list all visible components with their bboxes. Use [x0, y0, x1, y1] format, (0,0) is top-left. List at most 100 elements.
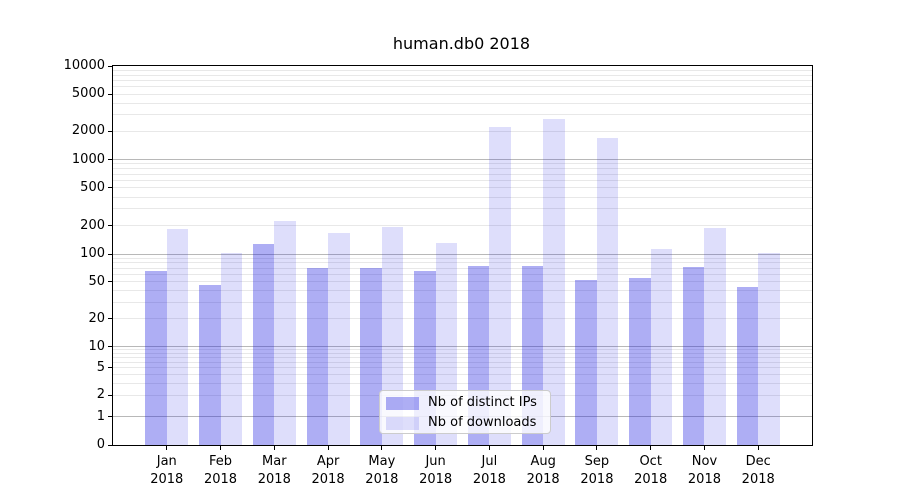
x-tick-month: Oct	[639, 454, 662, 469]
gridline-minor-600	[113, 179, 812, 181]
bar-downloads-apr	[328, 232, 350, 445]
y-tick-mark-500	[108, 187, 112, 189]
y-tick-mark-1	[108, 416, 112, 417]
bar-downloads-jan	[166, 228, 189, 445]
x-tick-year: 2018	[526, 472, 560, 487]
x-tick-label-oct: Oct 2018	[621, 453, 681, 489]
x-tick-year: 2018	[580, 472, 614, 487]
gridline-minor-6000	[113, 86, 812, 88]
x-tick-year: 2018	[634, 472, 668, 487]
y-tick-label-0: 0	[96, 437, 105, 452]
legend: Nb of distinct IPs Nb of downloads	[379, 390, 551, 434]
bar-downloads-feb	[220, 253, 243, 445]
chart-title: human.db0 2018	[392, 34, 531, 53]
x-tick-month: Jul	[481, 454, 498, 469]
y-tick-mark-5	[108, 367, 112, 369]
x-tick-label-may: May 2018	[352, 453, 412, 489]
y-tick-label-1000: 1000	[71, 151, 105, 167]
x-tick-year: 2018	[203, 472, 238, 487]
bar-downloads-mar	[274, 220, 296, 445]
bar-distinct-ips-nov	[682, 267, 705, 445]
y-tick-label-1: 1	[96, 408, 105, 424]
x-tick-year: 2018	[311, 472, 345, 487]
y-tick-label-10000: 10000	[63, 58, 105, 73]
legend-item-distinct-ips: Nb of distinct IPs	[386, 393, 550, 413]
x-tick-year: 2018	[257, 472, 291, 487]
y-tick-label-2: 2	[96, 387, 105, 403]
x-tick-label-jan: Jan 2018	[137, 453, 197, 489]
y-tick-label-100: 100	[80, 246, 105, 261]
gridline-minor-3000	[113, 114, 812, 116]
plot-area: 0 1 2 5 10 20 50 100 200 500 1000 2000 5000 10000 Jan 2…	[64, 58, 813, 487]
bar-downloads-nov	[704, 227, 726, 445]
y-tick-label-2000: 2000	[71, 123, 105, 139]
gridline-minor-5000	[113, 93, 812, 95]
x-tick-mark-sep	[596, 446, 598, 450]
x-tick-mark-nov	[703, 446, 705, 450]
bar-distinct-ips-mar	[252, 243, 275, 445]
y-tick-mark-2000	[108, 130, 112, 132]
x-tick-label-sep: Sep 2018	[567, 453, 627, 489]
x-tick-month: Nov	[691, 454, 718, 469]
bar-downloads-sep	[596, 137, 619, 445]
x-tick-label-dec: Dec 2018	[728, 453, 788, 489]
gridline-major-100	[113, 253, 812, 255]
y-tick-label-500: 500	[80, 179, 105, 195]
bar-downloads-aug	[543, 119, 565, 445]
gridline-minor-30	[113, 301, 812, 303]
y-tick-label-10: 10	[88, 338, 105, 354]
y-tick-mark-0	[108, 444, 112, 446]
x-tick-label-jun: Jun 2018	[406, 453, 466, 489]
x-tick-month: Aug	[530, 454, 556, 469]
y-tick-mark-5000	[108, 93, 112, 95]
x-tick-month: Jun	[425, 454, 446, 469]
x-tick-month: Apr	[316, 454, 340, 469]
x-tick-year: 2018	[365, 472, 399, 487]
bar-downloads-jul	[489, 126, 511, 445]
x-tick-month: Sep	[584, 454, 610, 469]
x-tick-mark-feb	[220, 446, 222, 450]
bar-distinct-ips-sep	[575, 280, 597, 445]
gridline-minor-8	[113, 352, 812, 354]
x-tick-label-apr: Apr 2018	[298, 453, 358, 489]
bar-distinct-ips-jan	[145, 271, 167, 445]
x-tick-mark-jul	[488, 446, 490, 450]
gridline-minor-800	[113, 168, 812, 170]
y-tick-label-5000: 5000	[71, 86, 105, 102]
gridline-minor-7000	[113, 79, 812, 81]
y-tick-mark-1000	[108, 159, 112, 160]
gridline-minor-900	[113, 163, 812, 165]
bar-downloads-dec	[758, 253, 780, 445]
gridline-minor-8000	[113, 74, 812, 76]
gridline-major-1000	[113, 159, 812, 160]
gridline-minor-20	[113, 318, 812, 320]
x-tick-month: Feb	[209, 454, 233, 469]
gridline-minor-80	[113, 262, 812, 264]
x-tick-year: 2018	[419, 472, 453, 487]
y-tick-mark-20	[108, 318, 112, 320]
y-tick-mark-100	[108, 253, 112, 255]
legend-label-downloads: Nb of downloads	[428, 415, 537, 430]
gridline-minor-7	[113, 356, 812, 358]
x-tick-label-mar: Mar 2018	[244, 453, 304, 489]
bar-downloads-oct	[650, 248, 673, 445]
x-tick-month: May	[368, 454, 396, 469]
gridline-minor-700	[113, 173, 812, 175]
legend-swatch-downloads-icon	[386, 416, 419, 430]
x-tick-month: Jan	[156, 454, 177, 469]
x-tick-month: Dec	[745, 454, 771, 469]
y-tick-label-200: 200	[80, 217, 105, 233]
gridline-minor-50	[113, 281, 812, 283]
bar-distinct-ips-dec	[736, 286, 759, 445]
gridline-minor-4000	[113, 102, 812, 104]
x-tick-label-aug: Aug 2018	[513, 453, 573, 489]
gridline-minor-3	[113, 382, 812, 384]
y-tick-label-50: 50	[88, 273, 105, 289]
x-tick-mark-mar	[273, 446, 275, 450]
y-tick-label-20: 20	[88, 310, 105, 326]
x-tick-mark-jan	[166, 446, 168, 450]
x-tick-mark-apr	[327, 446, 329, 450]
gridline-major-10	[113, 346, 812, 347]
y-tick-mark-2	[108, 394, 112, 396]
